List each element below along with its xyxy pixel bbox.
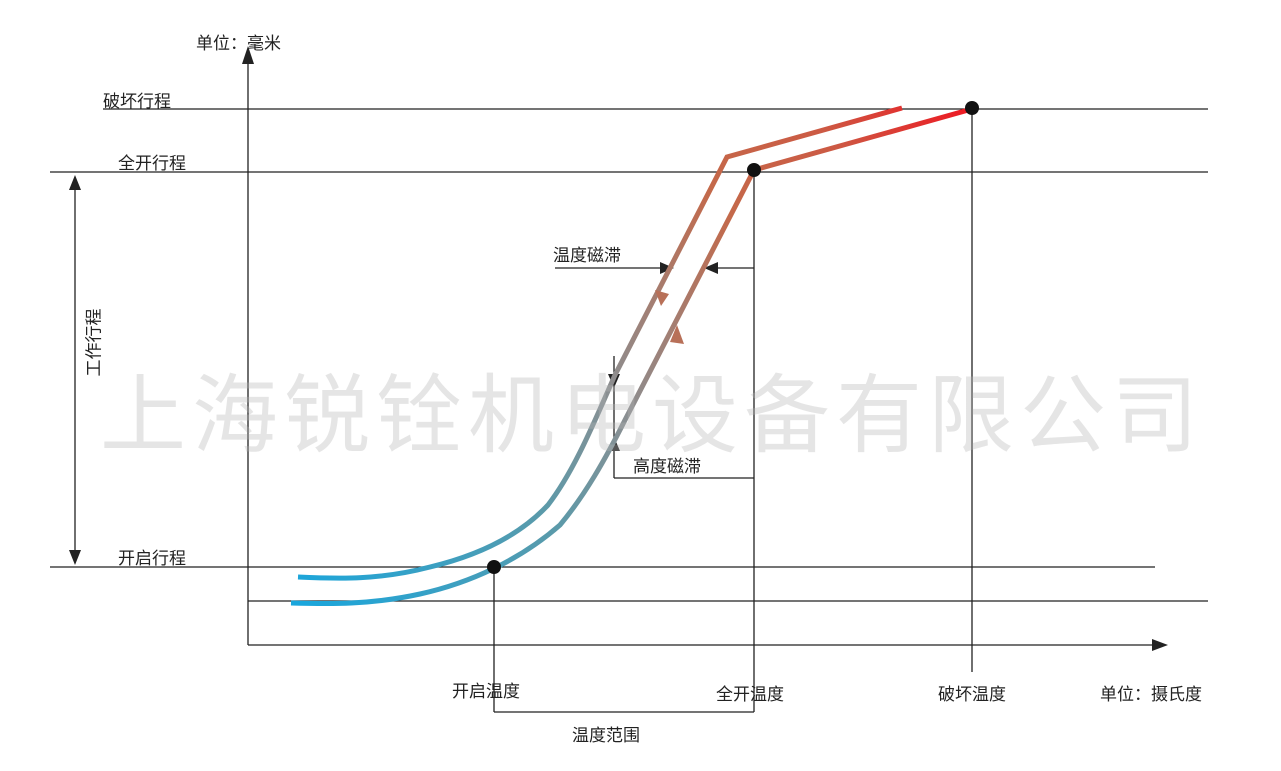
watermark: 上海锐铨机电设备有限公司 bbox=[100, 366, 1204, 466]
cooling-curve bbox=[297, 105, 903, 581]
full-open-point bbox=[747, 163, 761, 177]
working-stroke-arrow-up bbox=[69, 175, 81, 190]
temp-hysteresis-label: 温度磁滞 bbox=[553, 246, 621, 266]
y-unit-label: 单位：毫米 bbox=[196, 34, 281, 54]
open-point bbox=[487, 560, 501, 574]
full-open-stroke-label: 全开行程 bbox=[118, 154, 186, 174]
y-axis-arrow bbox=[242, 46, 254, 64]
heating-direction-arrow bbox=[670, 325, 684, 344]
working-stroke-arrow-down bbox=[69, 550, 81, 565]
x-axis-arrow bbox=[1152, 639, 1168, 651]
height-hysteresis-label: 高度磁滞 bbox=[633, 457, 701, 477]
full-open-temp-label: 全开温度 bbox=[716, 685, 784, 705]
open-temp-label: 开启温度 bbox=[452, 682, 520, 702]
cooling-direction-arrow bbox=[655, 290, 669, 306]
damage-point bbox=[965, 101, 979, 115]
temp-hysteresis-arrow-right bbox=[660, 262, 674, 274]
x-unit-label: 单位：摄氏度 bbox=[1100, 685, 1202, 705]
temp-range-label: 温度范围 bbox=[572, 726, 640, 746]
heating-curve bbox=[290, 106, 973, 607]
working-stroke-label: 工作行程 bbox=[84, 308, 105, 377]
open-stroke-label: 开启行程 bbox=[118, 549, 186, 569]
damage-temp-label: 破坏温度 bbox=[938, 685, 1006, 705]
temp-hysteresis-arrow-left bbox=[704, 262, 718, 274]
damage-stroke-label: 破坏行程 bbox=[103, 92, 171, 112]
